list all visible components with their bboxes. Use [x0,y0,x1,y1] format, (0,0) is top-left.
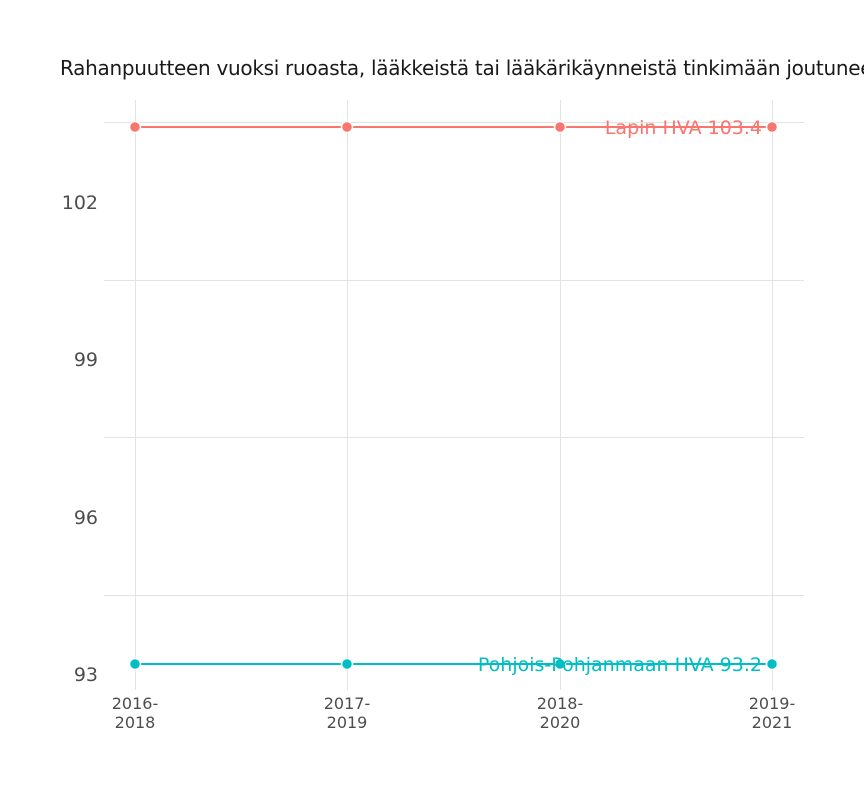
data-point[interactable] [128,657,142,671]
chart-title: Rahanpuutteen vuoksi ruoasta, lääkkeistä… [60,56,864,80]
x-tick-label: 2019-2021 [749,694,796,732]
data-point[interactable] [340,657,354,671]
data-point[interactable] [765,120,779,134]
y-tick-label: 96 [74,507,98,529]
data-point[interactable] [553,120,567,134]
data-point[interactable] [765,657,779,671]
y-tick-label: 93 [74,664,98,686]
x-tick-label: 2016-2018 [112,694,159,732]
series-pohjois-pohjanmaan-hva: Pohjois-Pohjanmaan HVA 93.2 [128,654,779,676]
series-lapin-hva: Lapin HVA 103.4 [128,117,779,139]
data-point[interactable] [128,120,142,134]
y-tick-label: 102 [62,192,98,214]
y-axis: 102 99 96 93 [62,192,98,686]
y-tick-label: 99 [74,349,98,371]
gridlines [104,100,804,690]
x-tick-label: 2018-2020 [537,694,584,732]
series-end-label: Pohjois-Pohjanmaan HVA 93.2 [478,654,762,676]
series-end-label: Lapin HVA 103.4 [605,117,762,139]
x-axis: 2016-2018 2017-2019 2018-2020 2019-2021 [112,694,796,732]
data-point[interactable] [553,657,567,671]
x-tick-label: 2017-2019 [324,694,371,732]
data-point[interactable] [340,120,354,134]
